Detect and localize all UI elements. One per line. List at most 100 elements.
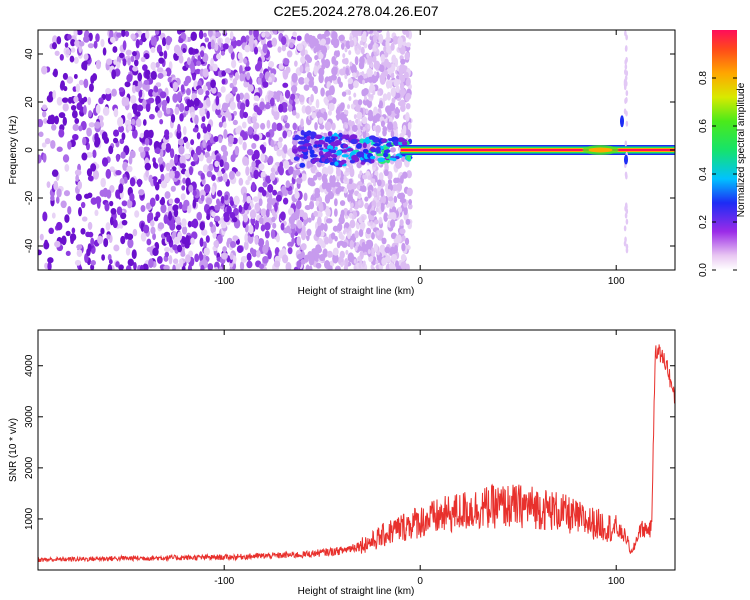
spectrogram-blob <box>275 234 280 243</box>
spectrogram-blob <box>303 77 310 85</box>
spectrogram-blob <box>216 189 223 197</box>
spectrogram-blob <box>380 188 384 197</box>
spectrogram-blob <box>56 36 62 45</box>
spectrogram-cluster-blob <box>336 150 343 156</box>
spectrogram-cluster-blob <box>306 135 311 141</box>
spectrogram-blob <box>152 247 159 257</box>
spectrogram-blob <box>220 195 225 204</box>
spectrogram-blob <box>239 72 244 82</box>
spectrogram-blob <box>348 90 352 96</box>
spectrogram-blob <box>367 109 373 118</box>
spectrogram-blob <box>56 146 63 152</box>
spectrogram-blob <box>140 204 146 212</box>
spectrogram-blob <box>190 139 195 146</box>
spectrogram-blob <box>38 154 42 164</box>
spectrogram-blob <box>86 127 92 137</box>
spectrogram-blob <box>132 106 138 115</box>
spectrogram-blob <box>201 229 208 236</box>
spectrogram-blob <box>178 37 184 44</box>
spectrogram-blob <box>300 243 307 251</box>
spectrogram-blob <box>287 247 293 255</box>
spectrogram-blob <box>370 63 374 69</box>
spectrogram-blob <box>235 126 242 135</box>
spectrogram-spike-dot <box>623 240 627 247</box>
spectrogram-blob <box>46 181 51 188</box>
spectrogram-blob <box>254 202 261 213</box>
spectrogram-blob <box>80 227 86 235</box>
spectrogram-blob <box>86 151 93 158</box>
spectrogram-blob <box>220 86 226 93</box>
spectrogram-blob <box>380 120 385 128</box>
spectrogram-blob <box>159 148 164 158</box>
spectrogram-blob <box>195 68 201 75</box>
spectrogram-blob <box>118 264 124 270</box>
spectrogram-ytick-label: 40 <box>24 48 35 60</box>
spectrogram-blob <box>260 171 266 178</box>
spectrogram-blob <box>130 94 137 104</box>
spectrogram-blob <box>166 107 171 115</box>
spectrogram-blob <box>320 87 325 97</box>
spectrogram-blob <box>336 112 340 121</box>
spectrogram-blob <box>109 166 115 173</box>
spectrogram-blob <box>169 158 175 168</box>
spectrogram-blob <box>76 30 83 36</box>
spectrogram-blob <box>176 49 183 57</box>
spectrogram-blob <box>324 236 330 245</box>
spectrogram-blob <box>254 219 259 230</box>
spectrogram-blob <box>203 241 207 248</box>
spectrogram-blob <box>399 192 406 200</box>
spectrogram-blob <box>109 200 114 207</box>
spectrogram-blob <box>181 218 187 228</box>
spectrogram-blob <box>288 166 294 175</box>
spectrogram-blob <box>200 50 205 58</box>
spectrogram-blob <box>93 40 98 49</box>
spectrogram-blob <box>74 259 82 266</box>
spectrogram-blob <box>300 259 306 265</box>
spectrogram-blob <box>259 101 265 111</box>
spectrogram-blob <box>249 209 256 220</box>
spectrogram-blob <box>127 258 134 267</box>
spectrogram-xtick-label: -100 <box>214 276 234 287</box>
spectrogram-blob <box>77 180 83 190</box>
spectrogram-blob <box>347 104 351 110</box>
spectrogram-blob <box>198 251 203 262</box>
spectrogram-blob <box>364 174 368 180</box>
spectrogram-blob <box>251 181 256 191</box>
spectrogram-blob <box>172 81 179 92</box>
spectrogram-blob <box>158 57 165 64</box>
spectrogram-blob <box>124 232 129 239</box>
spectrogram-blob <box>51 212 56 219</box>
spectrogram-blob <box>249 247 254 255</box>
spectrogram-blob <box>125 265 132 270</box>
spectrogram-blob <box>193 97 200 107</box>
spectrogram-cluster-blob <box>319 147 324 151</box>
spectrogram-blob <box>116 61 121 69</box>
spectrogram-blob <box>101 254 105 261</box>
spectrogram-blob <box>399 175 404 184</box>
spectrogram-blob <box>207 263 214 270</box>
spectrogram-blob <box>404 237 410 246</box>
spectrogram-blob <box>214 204 221 211</box>
spectrogram-blob <box>64 42 69 48</box>
spectrogram-blob <box>260 224 266 232</box>
spectrogram-blob <box>138 146 145 153</box>
spectrogram-blob <box>273 111 280 120</box>
spectrogram-blob <box>199 221 205 231</box>
spectrogram-blob <box>287 130 292 138</box>
spectrogram-blob <box>395 159 402 170</box>
spectrogram-blob <box>300 118 304 128</box>
spectrogram-blob <box>156 44 163 54</box>
spectrogram-blob <box>378 100 384 109</box>
spectrogram-blob <box>213 240 219 248</box>
spectrogram-blob <box>160 196 165 205</box>
spectrogram-blob <box>117 116 124 127</box>
spectrogram-blob <box>61 235 67 246</box>
spectrogram-blob <box>348 226 352 232</box>
spectrogram-blob <box>38 131 44 138</box>
spectrogram-blob <box>165 162 171 172</box>
band-core <box>400 149 675 151</box>
spectrogram-blob <box>218 136 223 144</box>
spectrogram-blob <box>356 241 360 247</box>
spectrogram-blob <box>232 119 238 126</box>
spectrogram-blob <box>245 99 250 108</box>
